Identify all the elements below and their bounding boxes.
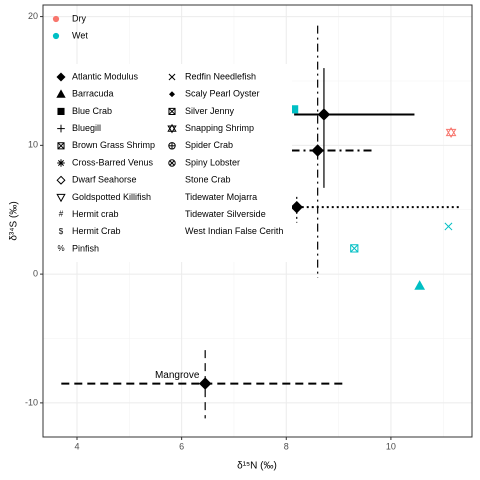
legend-label: Dry [72,13,86,23]
legend-label: Redfin Needlefish [185,71,256,81]
marker-part [169,160,175,166]
point [414,280,426,290]
legend-label: Atlantic Modulus [72,71,139,81]
legend-label: Goldspotted Killifish [72,192,151,202]
legend-glyph: % [57,244,64,253]
source-mean [198,377,212,390]
legend-key [167,123,177,134]
x-tick-label: 4 [74,441,79,451]
x-tick-label: 8 [284,441,289,451]
legend-label: Cross-Barred Venus [72,157,154,167]
y-tick-label: 20 [28,11,38,21]
marker-part [57,107,65,115]
legend-key [57,142,65,150]
legend-label: Dwarf Seahorse [72,175,137,185]
legend-key [52,15,60,23]
legend-label: Pinfish [72,243,99,253]
marker-part [445,126,457,137]
legend-key [56,72,66,82]
marker-part [167,125,177,134]
marker-part [57,142,65,150]
legend-key [57,159,65,167]
legend-label: Wet [72,30,88,40]
y-axis-label: δ³⁴S (‰) [9,201,20,240]
legend-label: Tidewater Silverside [185,209,266,219]
legend-key [57,107,65,115]
marker-part [52,15,60,23]
point [445,126,457,138]
legend-label: Snapping Shrimp [185,123,254,133]
legend-key [169,91,175,98]
legend-key [57,124,65,133]
legend-key [56,193,66,203]
legend-label: Barracuda [72,89,114,99]
legend-label: Scaly Pearl Oyster [185,89,260,99]
legend-label: Spiny Lobster [185,157,240,167]
marker-part [56,72,66,82]
legend-key [168,159,176,167]
marker-part [52,32,60,40]
x-tick-label: 10 [386,441,396,451]
legend-key [168,142,176,150]
marker-part [414,280,426,290]
legend-box [44,64,292,262]
marker-part [169,91,175,98]
legend-key [52,32,60,40]
marker-part [168,73,176,81]
legend-key [56,175,66,185]
marker-part [56,89,66,98]
source-mean [311,144,324,157]
legend-label: Spider Crab [185,140,233,150]
legend-label: Tidewater Mojarra [185,192,257,202]
legend-label: Silver Jenny [185,106,235,116]
marker-part [167,123,177,132]
legend-key [168,73,176,81]
legend-label: Blue Crab [72,106,112,116]
marker-part [56,175,66,185]
marker-part [56,193,66,203]
source-mean [290,200,303,214]
legend-label: Hermit Crab [72,226,121,236]
marker-part [317,108,331,121]
marker-part [444,222,453,231]
marker-part [57,159,65,167]
legend-glyph: # [59,210,64,219]
x-axis-label: δ¹⁵N (‰) [237,461,277,472]
marker-part [168,159,176,167]
legend-label: Bluegill [72,123,101,133]
legend-key [56,89,66,98]
marker-part [168,108,176,115]
y-tick-label: 0 [33,268,38,278]
y-tick-label: -10 [25,397,38,407]
x-tick-label: 6 [179,441,184,451]
legend-glyph: $ [59,227,64,236]
legend-label: West Indian False Cerith [185,226,283,236]
legend-key [168,107,176,115]
marker-part [290,200,303,214]
source-mean [317,108,331,121]
source-label: Mangrove [155,370,200,381]
y-tick-label: 10 [28,140,38,150]
legend-label: Hermit crab [72,209,119,219]
panel-border [42,4,473,438]
legend-label: Stone Crab [185,175,231,185]
legend-label: Brown Grass Shrimp [72,140,155,150]
point [350,244,359,253]
marker-part [445,128,457,138]
point [444,222,453,231]
marker-part [198,377,212,390]
marker-part [311,144,324,157]
marker-part [350,244,359,253]
